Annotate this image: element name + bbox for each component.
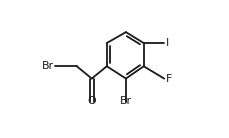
Text: I: I: [166, 38, 169, 48]
Text: Br: Br: [119, 96, 131, 106]
Text: F: F: [166, 74, 172, 84]
Text: Br: Br: [41, 61, 53, 71]
Text: O: O: [87, 96, 96, 106]
